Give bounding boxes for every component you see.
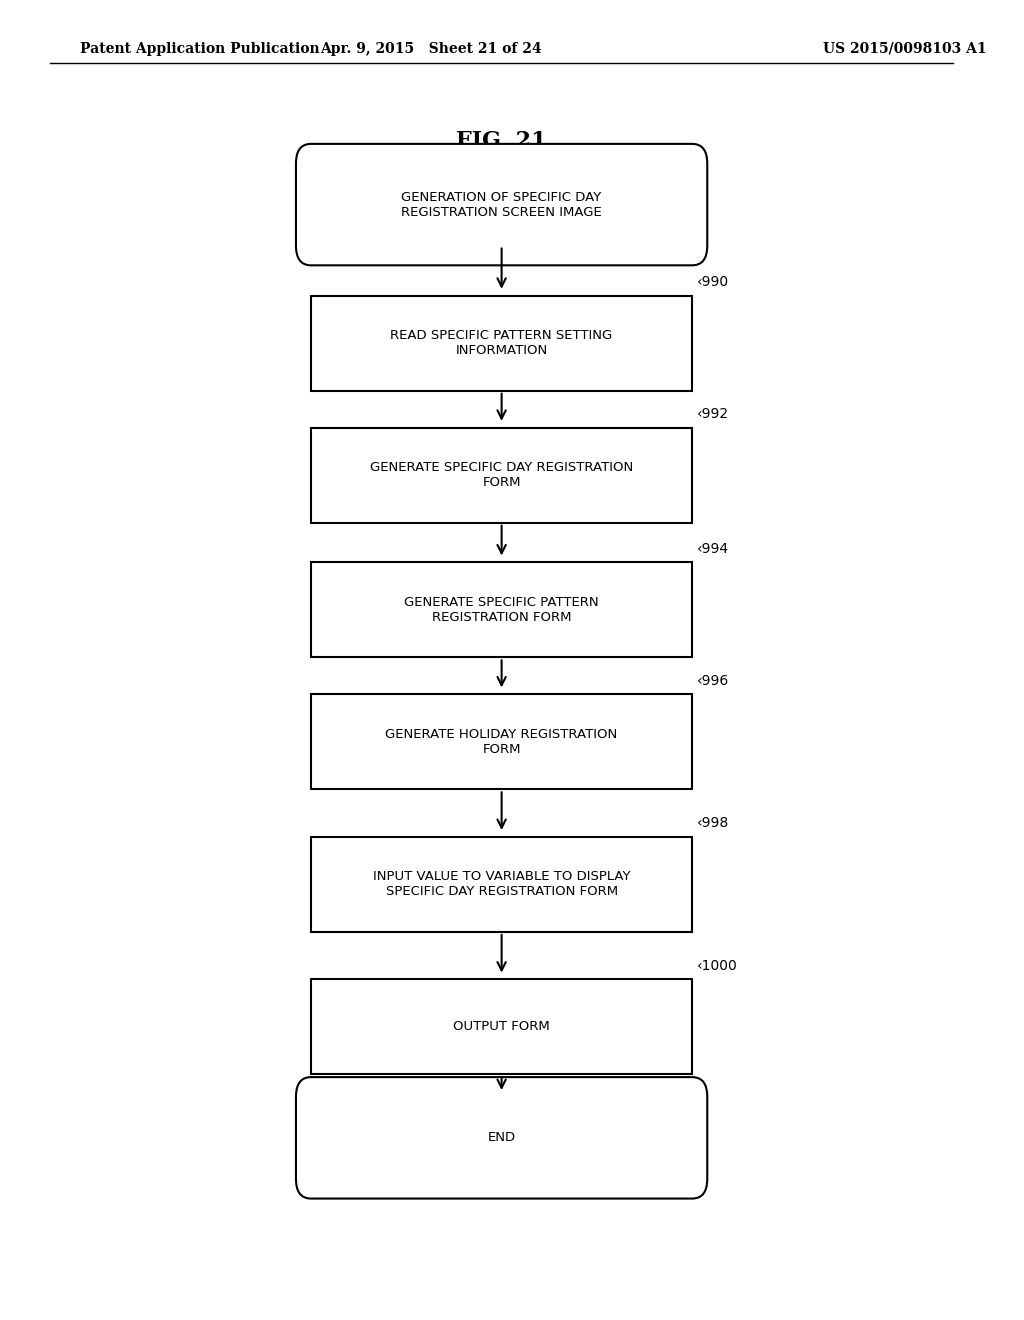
Text: ‹992: ‹992: [697, 407, 729, 421]
Text: ‹998: ‹998: [697, 816, 729, 830]
Bar: [311, 428, 692, 523]
Text: GENERATE HOLIDAY REGISTRATION
FORM: GENERATE HOLIDAY REGISTRATION FORM: [385, 727, 617, 756]
Text: Patent Application Publication: Patent Application Publication: [80, 42, 319, 55]
Text: Apr. 9, 2015   Sheet 21 of 24: Apr. 9, 2015 Sheet 21 of 24: [321, 42, 542, 55]
Text: FIG. 21: FIG. 21: [457, 131, 547, 152]
Bar: [311, 296, 692, 391]
Bar: [311, 694, 692, 789]
Text: ‹994: ‹994: [697, 541, 729, 556]
Bar: [311, 562, 692, 657]
Text: US 2015/0098103 A1: US 2015/0098103 A1: [822, 42, 986, 55]
Bar: [311, 837, 692, 932]
Text: INPUT VALUE TO VARIABLE TO DISPLAY
SPECIFIC DAY REGISTRATION FORM: INPUT VALUE TO VARIABLE TO DISPLAY SPECI…: [373, 870, 631, 899]
Text: END: END: [487, 1131, 516, 1144]
Text: ‹1000: ‹1000: [697, 958, 738, 973]
Text: ‹990: ‹990: [697, 275, 729, 289]
Text: GENERATE SPECIFIC PATTERN
REGISTRATION FORM: GENERATE SPECIFIC PATTERN REGISTRATION F…: [404, 595, 599, 624]
FancyBboxPatch shape: [296, 144, 708, 265]
Text: GENERATION OF SPECIFIC DAY
REGISTRATION SCREEN IMAGE: GENERATION OF SPECIFIC DAY REGISTRATION …: [401, 190, 602, 219]
Text: OUTPUT FORM: OUTPUT FORM: [454, 1020, 550, 1034]
Text: GENERATE SPECIFIC DAY REGISTRATION
FORM: GENERATE SPECIFIC DAY REGISTRATION FORM: [370, 461, 633, 490]
Text: ‹996: ‹996: [697, 673, 729, 688]
FancyBboxPatch shape: [296, 1077, 708, 1199]
Text: READ SPECIFIC PATTERN SETTING
INFORMATION: READ SPECIFIC PATTERN SETTING INFORMATIO…: [390, 329, 612, 358]
Bar: [311, 979, 692, 1074]
